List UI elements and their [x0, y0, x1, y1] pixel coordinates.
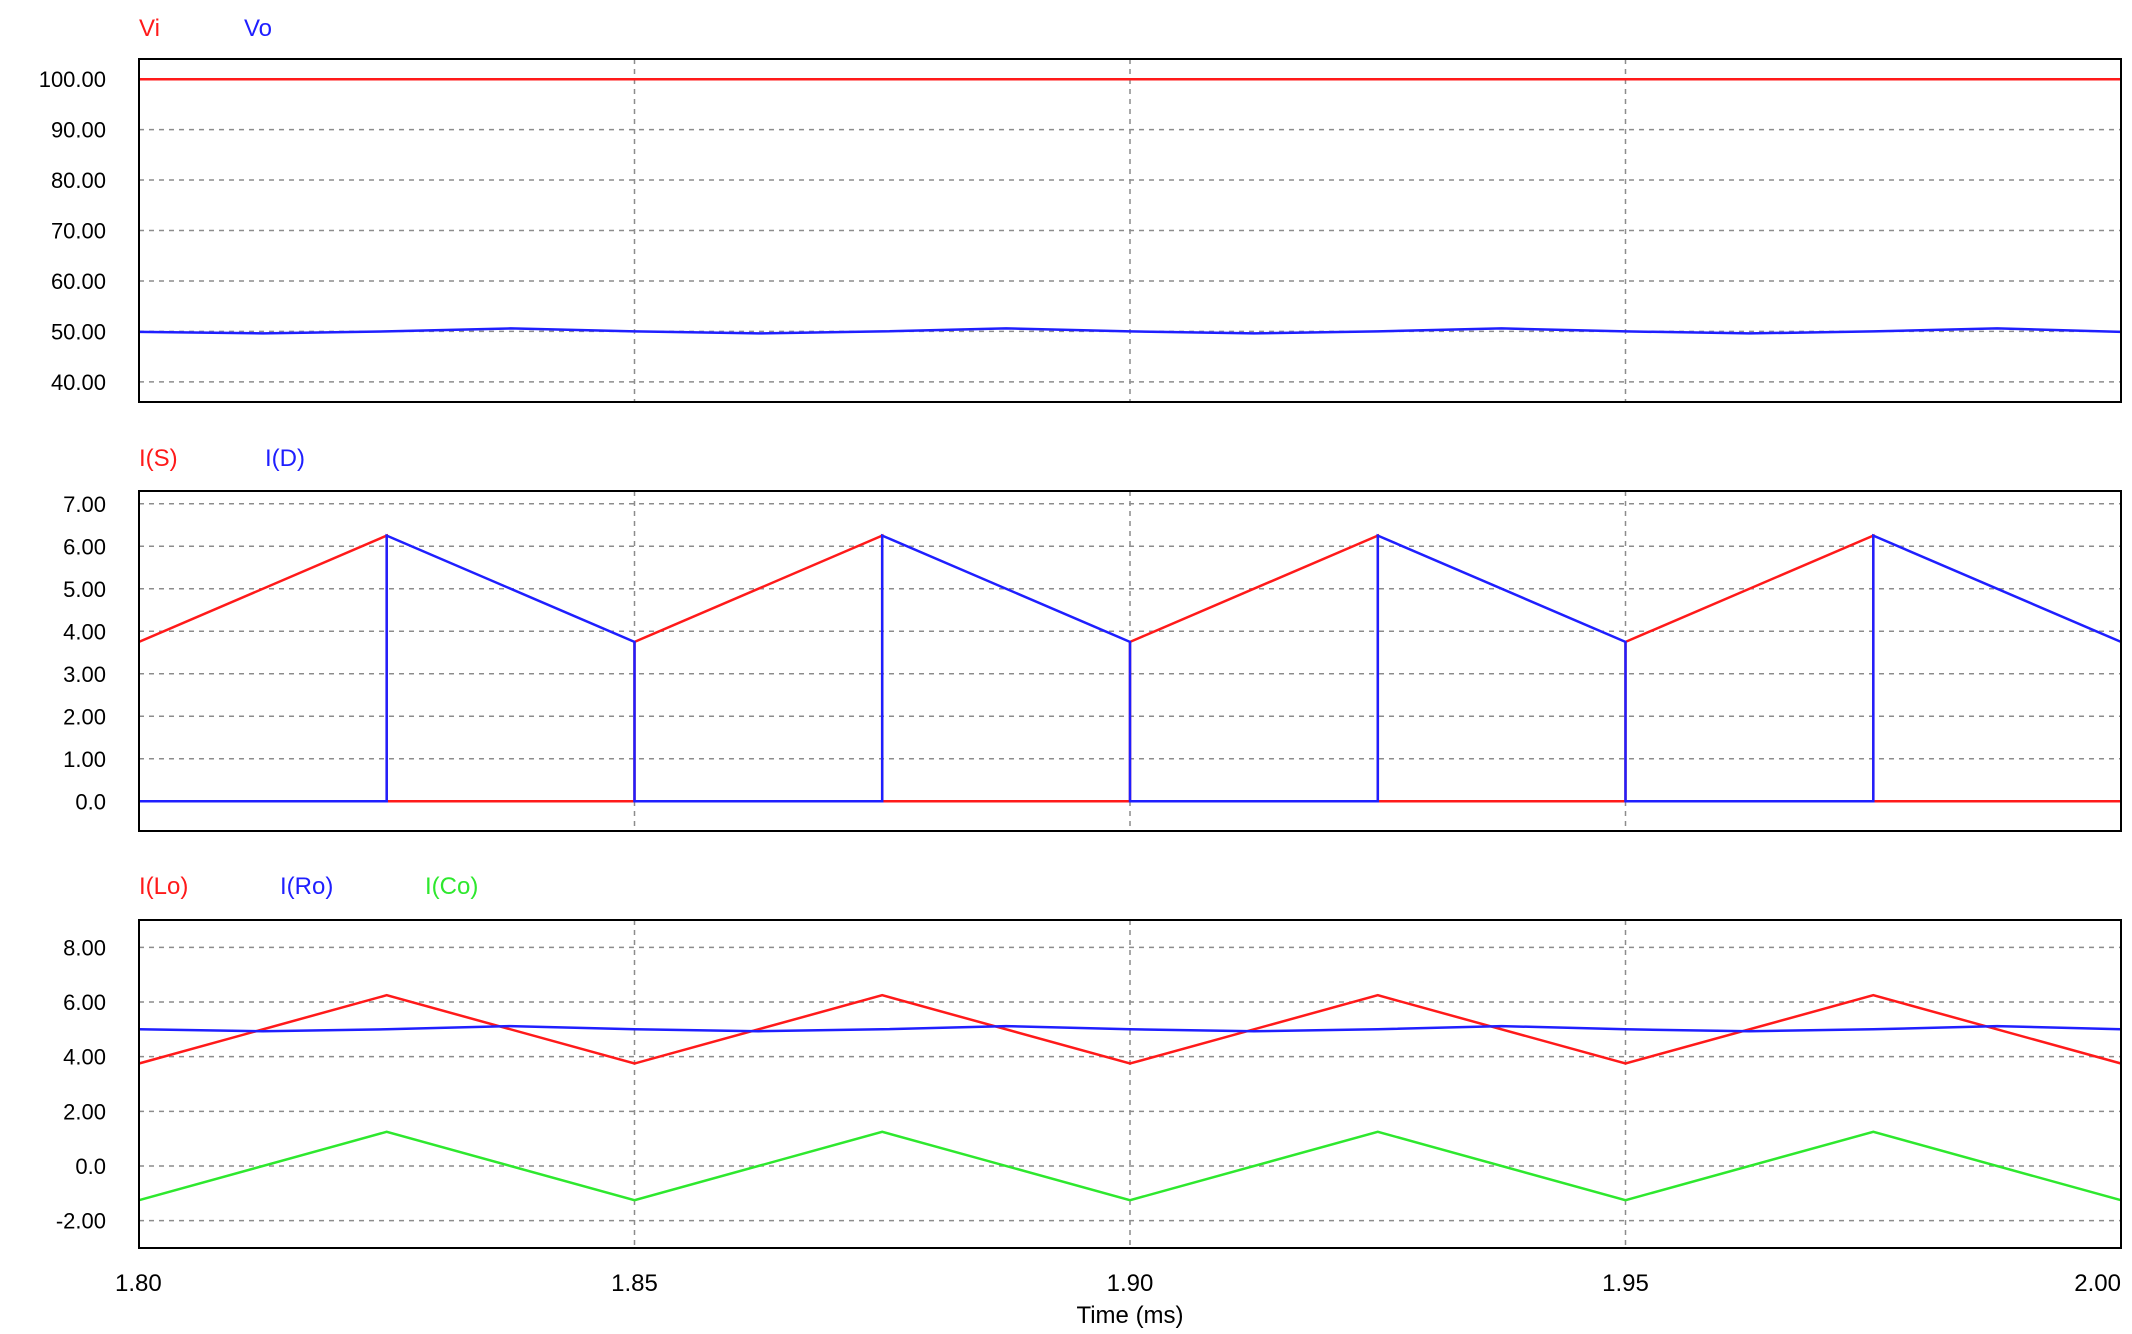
y-tick-label: 1.00: [63, 747, 106, 772]
y-tick-label: 4.00: [63, 619, 106, 644]
y-tick-label: 90.00: [51, 118, 106, 143]
y-tick-label: 6.00: [63, 534, 106, 559]
x-tick-label: 2.00: [2074, 1270, 2121, 1297]
y-tick-label: 80.00: [51, 168, 106, 193]
y-tick-label: 8.00: [63, 935, 106, 960]
y-tick-label: 6.00: [63, 990, 106, 1015]
y-tick-label: 0.0: [75, 1154, 106, 1179]
plot-frame: [138, 490, 2122, 832]
y-tick-label: 3.00: [63, 662, 106, 687]
legend-label: I(Lo): [139, 873, 188, 900]
x-tick-label: 1.80: [115, 1270, 162, 1297]
legend-label: I(Ro): [280, 873, 333, 900]
y-tick-label: 2.00: [63, 704, 106, 729]
y-tick-label: 0.0: [75, 789, 106, 814]
series-line-ilo: [138, 993, 2122, 1065]
legend-label: Vo: [244, 15, 272, 42]
y-tick-label: 70.00: [51, 219, 106, 244]
legend-label: I(Co): [425, 873, 478, 900]
series-line-id: [139, 533, 2122, 803]
legend-label: I(D): [265, 445, 305, 472]
plot-frame: [138, 58, 2122, 403]
x-axis: Time (ms) 1.80 1.85 1.90 1.95 2.00: [115, 1270, 2121, 1329]
y-tick-label: -2.00: [56, 1209, 106, 1234]
series-line-ico: [138, 1130, 2122, 1202]
y-tick-label: 100.00: [39, 67, 106, 92]
plot-frame: [138, 919, 2122, 1249]
y-tick-label: 50.00: [51, 319, 106, 344]
plot-panel-2: 0.0 1.00 2.00 3.00 4.00 5.00 6.00 7.00 I(S) I(D): [63, 445, 2122, 832]
y-tick-label: 4.00: [63, 1045, 106, 1070]
y-tick-label: 5.00: [63, 577, 106, 602]
series-line-iro: [138, 1024, 2122, 1033]
plot-panel-3: -2.00 0.0 2.00 4.00 6.00 8.00 I(Lo) I(Ro) I(Co): [56, 873, 2122, 1249]
x-tick-label: 1.85: [611, 1270, 658, 1297]
x-tick-label: 1.90: [1107, 1270, 1154, 1297]
legend-label: I(S): [139, 445, 178, 472]
series-line-vo: [138, 327, 2122, 335]
plot-panels: 40.00 50.00 60.00 70.00 80.00 90.00 100.00 Vi Vo…: [39, 15, 2122, 1249]
y-tick-label: 2.00: [63, 1099, 106, 1124]
plot-panel-1: 40.00 50.00 60.00 70.00 80.00 90.00 100.00 Vi Vo: [39, 15, 2122, 403]
y-tick-label: 40.00: [51, 370, 106, 395]
y-tick-label: 7.00: [63, 492, 106, 517]
legend-label: Vi: [139, 15, 160, 42]
x-axis-label: Time (ms): [1076, 1302, 1183, 1329]
x-tick-label: 1.95: [1602, 1270, 1649, 1297]
y-tick-label: 60.00: [51, 269, 106, 294]
